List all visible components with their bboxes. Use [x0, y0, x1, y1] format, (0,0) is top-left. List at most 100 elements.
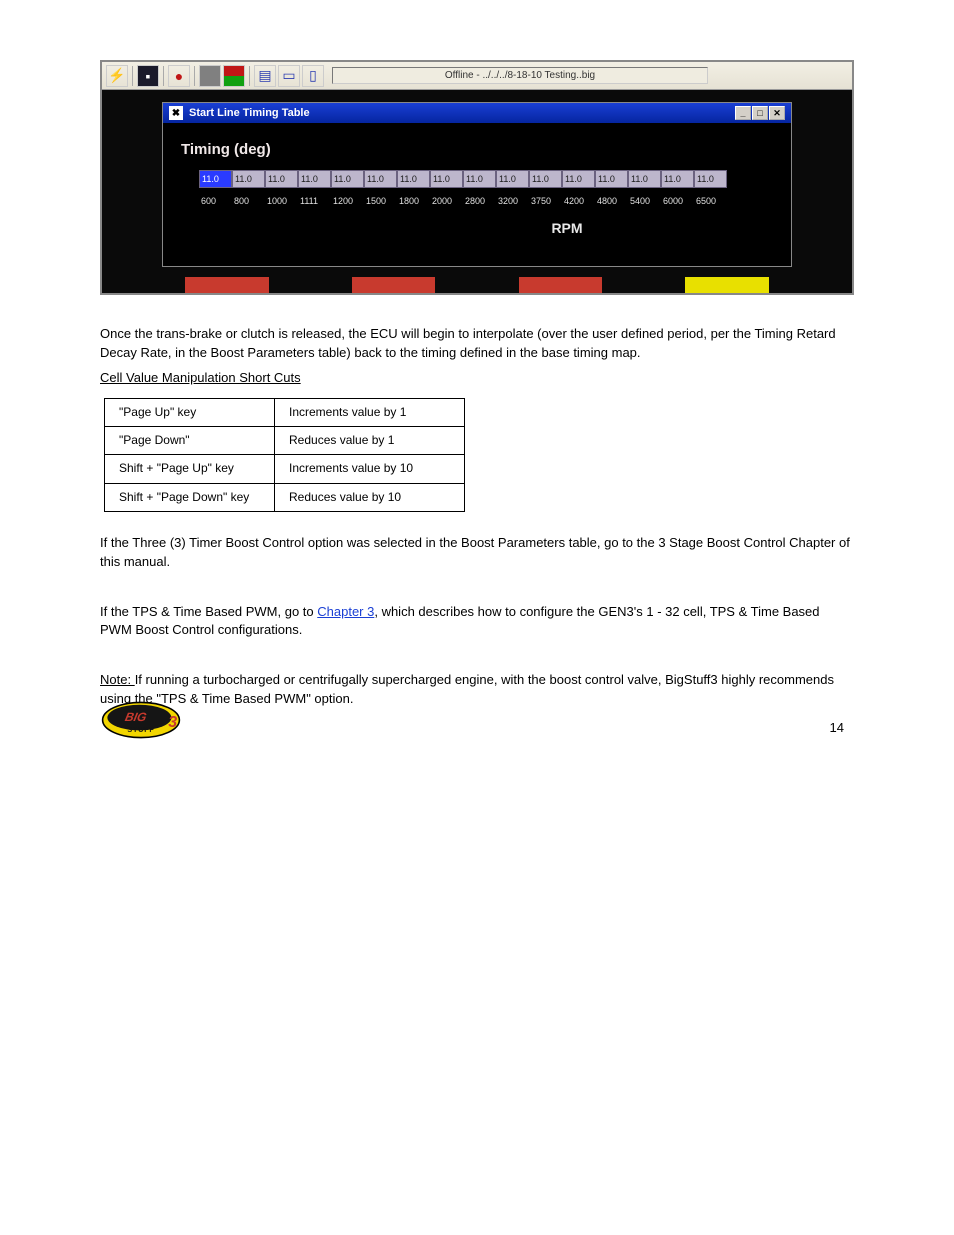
timing-cell[interactable]: 11.0 [496, 170, 529, 188]
rpm-cell: 1000 [265, 196, 298, 206]
bottom-color-strip [102, 277, 852, 293]
timing-cell[interactable]: 11.0 [694, 170, 727, 188]
toolbar-icon-lightning[interactable]: ⚡ [106, 65, 128, 87]
strip-segment [769, 277, 852, 293]
paragraph: If the Three (3) Timer Boost Control opt… [100, 534, 854, 572]
paragraph-text: If running a turbocharged or centrifugal… [100, 672, 834, 706]
note-label: Note: [100, 672, 135, 687]
timing-cell[interactable]: 11.0 [595, 170, 628, 188]
timing-cell[interactable]: 11.0 [199, 170, 232, 188]
svg-text:STUFF: STUFF [127, 725, 154, 734]
timing-cell[interactable]: 11.0 [562, 170, 595, 188]
toolbar-icon-tile-h[interactable]: ▭ [278, 65, 300, 87]
toolbar-icons: ⚡ ▪ ● ▤ ▭ ▯ [106, 65, 324, 87]
rpm-cell: 6500 [694, 196, 727, 206]
maximize-button[interactable]: □ [752, 106, 768, 120]
rpm-cell: 2800 [463, 196, 496, 206]
toolbar-icon-cascade[interactable]: ▤ [254, 65, 276, 87]
strip-segment [352, 277, 435, 293]
toolbar-separator [132, 66, 133, 86]
timing-cell[interactable]: 11.0 [628, 170, 661, 188]
minimize-button[interactable]: _ [735, 106, 751, 120]
svg-text:BIG: BIG [124, 710, 149, 724]
strip-segment [685, 277, 768, 293]
table-row: Shift + "Page Up" keyIncrements value by… [105, 455, 465, 483]
rpm-label: RPM [357, 220, 777, 236]
timing-table: 11.011.011.011.011.011.011.011.011.011.0… [199, 170, 777, 206]
table-cell: Reduces value by 1 [275, 426, 465, 454]
svg-text:3: 3 [168, 714, 177, 731]
table-row: "Page Up" keyIncrements value by 1 [105, 398, 465, 426]
rpm-cell: 4200 [562, 196, 595, 206]
chapter-link[interactable]: Chapter 3 [317, 604, 374, 619]
rpm-cell: 1500 [364, 196, 397, 206]
logo-svg: BIG STUFF 3 [100, 700, 182, 740]
toolbar-icon-tile-v[interactable]: ▯ [302, 65, 324, 87]
rpm-cell: 4800 [595, 196, 628, 206]
timing-cell[interactable]: 11.0 [529, 170, 562, 188]
section-heading: Cell Value Manipulation Short Cuts [100, 369, 854, 388]
shortcut-table: "Page Up" keyIncrements value by 1"Page … [104, 398, 465, 513]
software-screenshot: ⚡ ▪ ● ▤ ▭ ▯ Offline - ../../../8-18-10 T… [100, 60, 854, 295]
timing-cell[interactable]: 11.0 [463, 170, 496, 188]
table-cell: "Page Down" [105, 426, 275, 454]
timing-table-window: ✖ Start Line Timing Table _ □ ✕ Timing (… [162, 102, 792, 267]
timing-cell[interactable]: 11.0 [232, 170, 265, 188]
paragraph: Once the trans-brake or clutch is releas… [100, 325, 854, 363]
table-cell: Increments value by 1 [275, 398, 465, 426]
rpm-cell: 5400 [628, 196, 661, 206]
toolbar-separator [249, 66, 250, 86]
bigstuff-logo: BIG STUFF 3 [100, 700, 182, 743]
rpm-cell: 6000 [661, 196, 694, 206]
table-row: "Page Down"Reduces value by 1 [105, 426, 465, 454]
rpm-cell: 1111 [298, 196, 331, 206]
strip-segment [519, 277, 602, 293]
toolbar-icon-red[interactable]: ● [168, 65, 190, 87]
timing-cell[interactable]: 11.0 [298, 170, 331, 188]
window-buttons: _ □ ✕ [735, 106, 785, 120]
table-cell: "Page Up" key [105, 398, 275, 426]
rpm-values-row: 6008001000111112001500180020002800320037… [199, 196, 777, 206]
rpm-cell: 2000 [430, 196, 463, 206]
timing-cell[interactable]: 11.0 [364, 170, 397, 188]
timing-cell[interactable]: 11.0 [331, 170, 364, 188]
page-content: Once the trans-brake or clutch is releas… [100, 325, 854, 709]
rpm-cell: 1800 [397, 196, 430, 206]
rpm-cell: 800 [232, 196, 265, 206]
toolbar-icon-gray[interactable] [199, 65, 221, 87]
timing-cell[interactable]: 11.0 [430, 170, 463, 188]
table-cell: Increments value by 10 [275, 455, 465, 483]
toolbar-icon-disk[interactable]: ▪ [137, 65, 159, 87]
strip-segment [435, 277, 518, 293]
page-number: 14 [830, 720, 844, 735]
rpm-cell: 600 [199, 196, 232, 206]
paragraph: Note: If running a turbocharged or centr… [100, 671, 854, 709]
toolbar-icon-traffic[interactable] [223, 65, 245, 87]
rpm-cell: 1200 [331, 196, 364, 206]
toolbar-separator [194, 66, 195, 86]
paragraph: If the TPS & Time Based PWM, go to Chapt… [100, 603, 854, 641]
strip-segment [269, 277, 352, 293]
rpm-cell: 3200 [496, 196, 529, 206]
window-titlebar: ✖ Start Line Timing Table _ □ ✕ [163, 103, 791, 123]
table-cell: Shift + "Page Up" key [105, 455, 275, 483]
window-icon: ✖ [169, 106, 183, 120]
timing-values-row: 11.011.011.011.011.011.011.011.011.011.0… [199, 170, 777, 188]
strip-segment [602, 277, 685, 293]
timing-cell[interactable]: 11.0 [661, 170, 694, 188]
strip-segment [185, 277, 268, 293]
toolbar-separator [163, 66, 164, 86]
table-row: Shift + "Page Down" keyReduces value by … [105, 483, 465, 511]
toolbar: ⚡ ▪ ● ▤ ▭ ▯ Offline - ../../../8-18-10 T… [102, 62, 852, 90]
timing-label: Timing (deg) [181, 141, 777, 158]
toolbar-status: Offline - ../../../8-18-10 Testing..big [332, 67, 708, 84]
timing-cell[interactable]: 11.0 [265, 170, 298, 188]
window-title: Start Line Timing Table [189, 107, 310, 119]
timing-cell[interactable]: 11.0 [397, 170, 430, 188]
table-cell: Shift + "Page Down" key [105, 483, 275, 511]
window-body: Timing (deg) 11.011.011.011.011.011.011.… [163, 123, 791, 246]
close-button[interactable]: ✕ [769, 106, 785, 120]
rpm-cell: 3750 [529, 196, 562, 206]
strip-segment [102, 277, 185, 293]
table-cell: Reduces value by 10 [275, 483, 465, 511]
